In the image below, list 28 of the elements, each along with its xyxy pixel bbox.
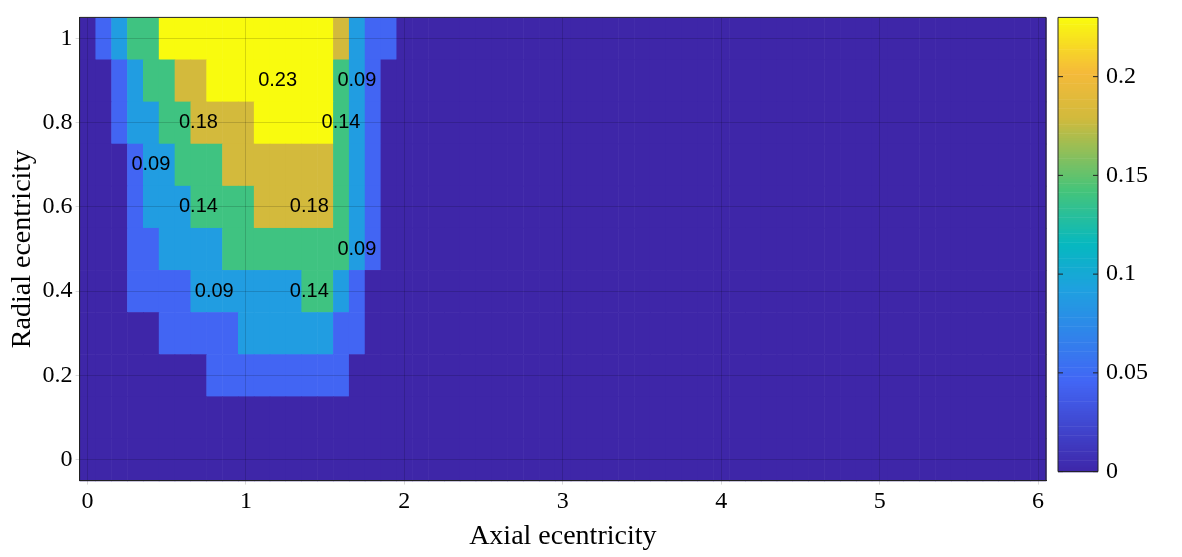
data-label: 0.14 [178,194,218,217]
x-tick-label: 2 [398,487,411,514]
color-bar-label: 0.05 [1106,358,1148,385]
y-tick-label: 0.8 [42,107,73,134]
data-label: 0.23 [258,68,298,91]
color-bar-label: 0.2 [1106,61,1136,88]
y-tick-label: 0.2 [42,360,73,387]
y-tick-label: 0.4 [42,276,73,303]
data-label: 0.14 [289,278,329,301]
color-bar-label: 0.1 [1106,259,1136,286]
y-tick-label: 1 [60,23,73,50]
x-tick-label: 6 [1032,487,1045,514]
color-bar-label: 0.15 [1106,160,1148,187]
data-label: 0.09 [337,68,377,91]
y-tick-label: 0 [60,444,73,471]
y-axis-title: Radial ecentricity [5,149,37,349]
data-label: 0.09 [194,278,234,301]
x-tick-label: 0 [81,487,94,514]
color-bar-label: 0 [1106,456,1118,483]
y-tick-label: 0.6 [42,192,73,219]
x-axis-title: Axial ecentricity [469,518,657,550]
x-tick-label: 3 [556,487,569,514]
data-label: 0.09 [337,236,377,259]
data-label: 0.09 [131,152,171,175]
x-tick-label: 5 [873,487,886,514]
data-label: 0.18 [289,194,329,217]
x-tick-label: 1 [239,487,252,514]
x-tick-label: 4 [715,487,728,514]
